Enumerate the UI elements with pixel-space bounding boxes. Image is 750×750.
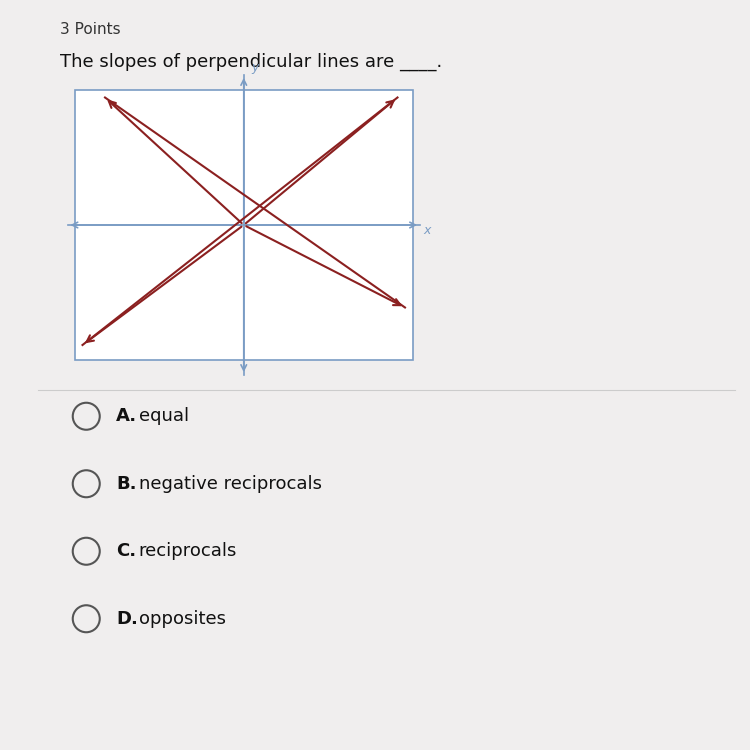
Text: reciprocals: reciprocals [139, 542, 237, 560]
Text: The slopes of perpendicular lines are ____.: The slopes of perpendicular lines are __… [60, 53, 442, 70]
Text: equal: equal [139, 407, 189, 425]
Text: D.: D. [116, 610, 138, 628]
Bar [75, 90, 413, 360]
Text: x: x [424, 224, 431, 237]
Text: 3 Points: 3 Points [60, 22, 121, 38]
Text: y: y [251, 62, 259, 74]
Text: A.: A. [116, 407, 137, 425]
Text: opposites: opposites [139, 610, 226, 628]
Text: C.: C. [116, 542, 136, 560]
Text: negative reciprocals: negative reciprocals [139, 475, 322, 493]
Text: B.: B. [116, 475, 136, 493]
